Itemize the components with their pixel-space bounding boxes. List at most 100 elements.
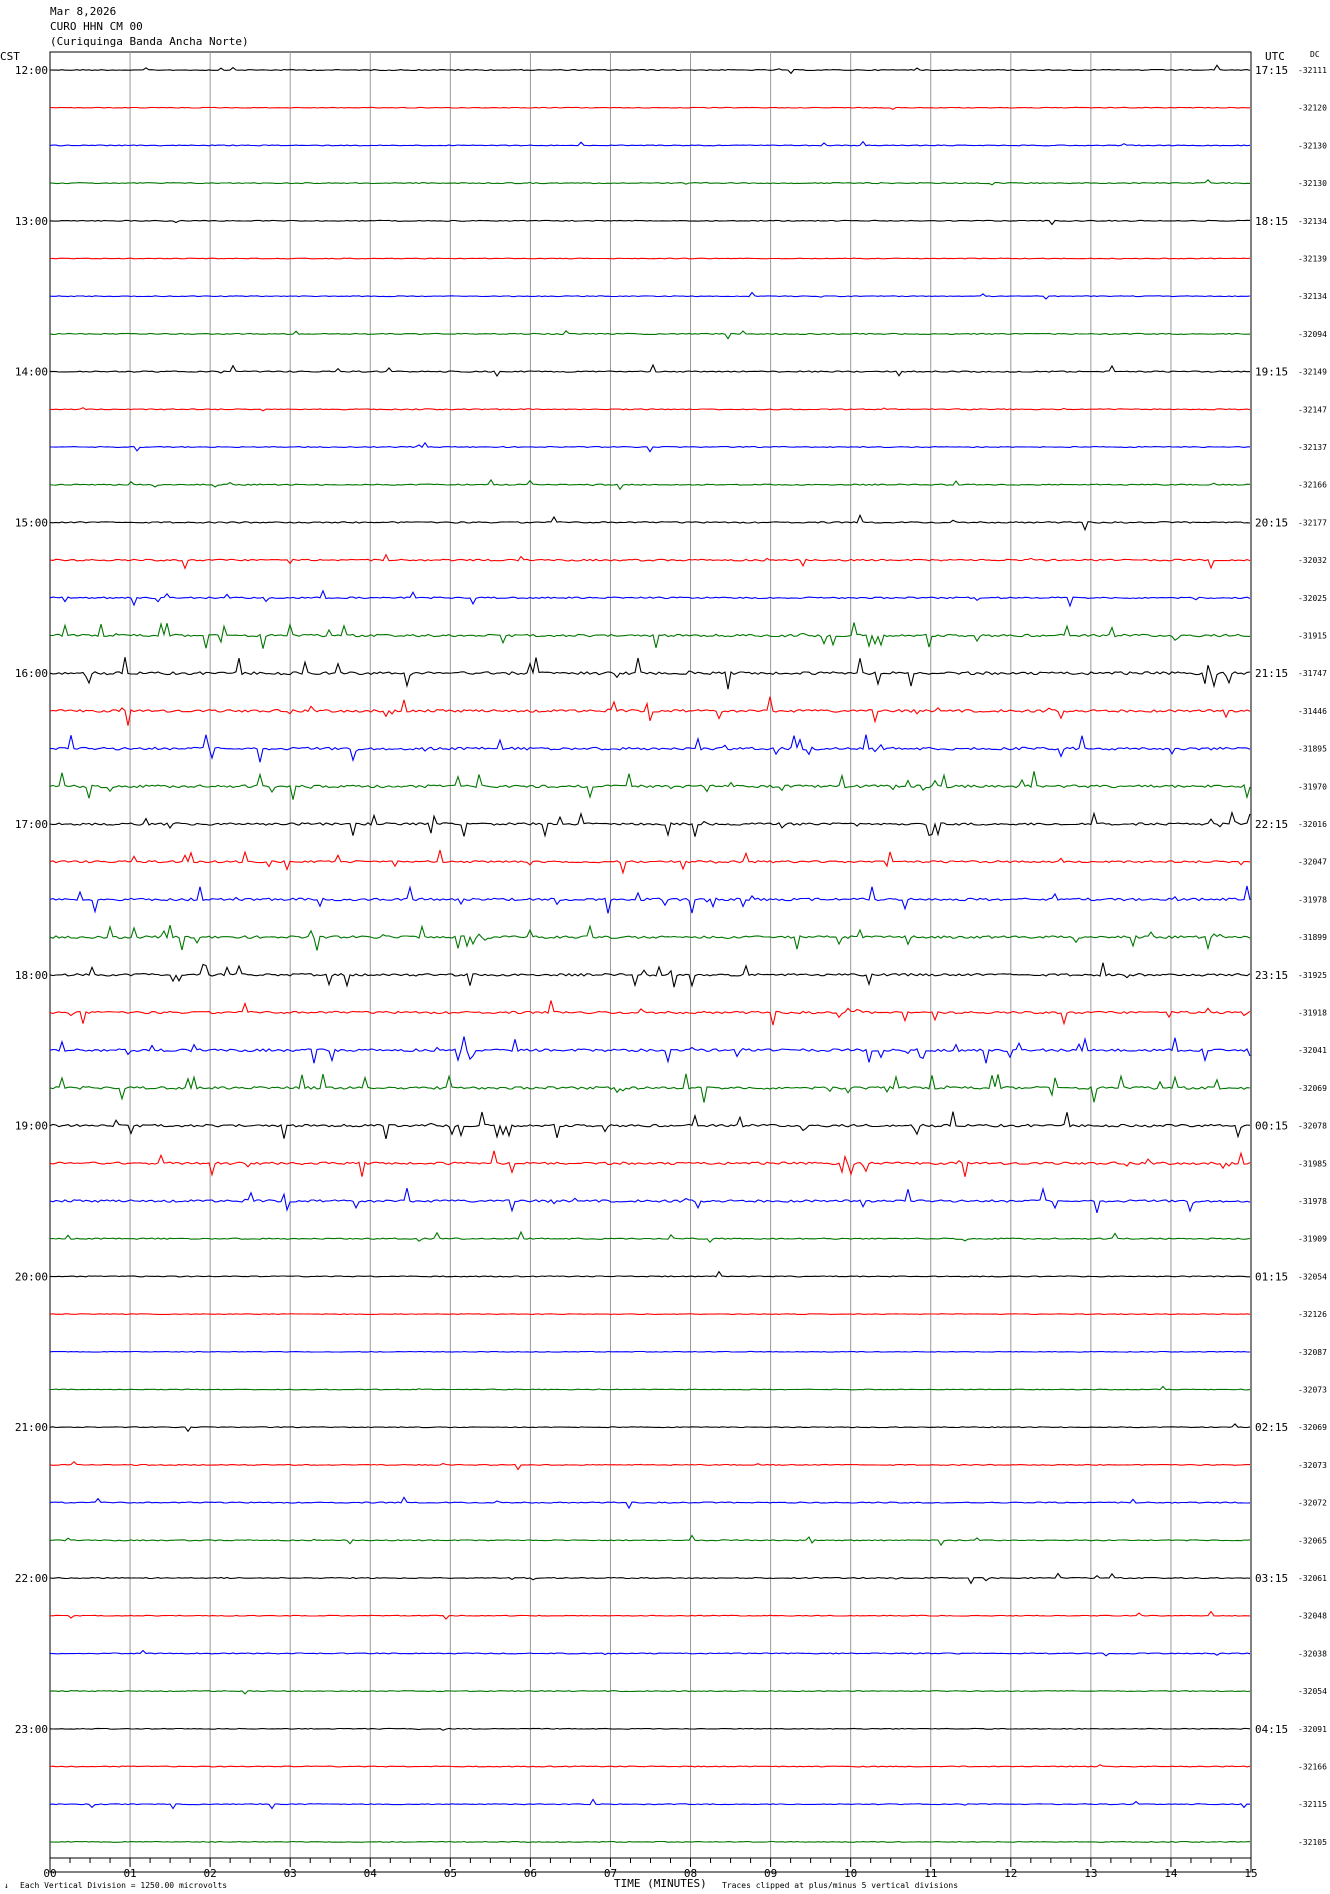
- left-hour-label: 23:00: [15, 1723, 48, 1736]
- x-tick-label: 01: [123, 1867, 136, 1880]
- dc-offset-label: -31925: [1298, 971, 1327, 980]
- trace-line: [49, 1460, 1250, 1471]
- trace-line: [49, 553, 1251, 570]
- right-hour-label: 17:15: [1255, 64, 1288, 77]
- trace-line: [49, 1036, 1251, 1064]
- trace-line: [49, 657, 1251, 690]
- right-hour-label: 19:15: [1255, 366, 1288, 379]
- trace-line: [49, 1610, 1251, 1620]
- trace-line: [49, 885, 1251, 914]
- left-hour-label: 13:00: [15, 215, 48, 228]
- dc-offset-label: -32061: [1298, 1574, 1327, 1583]
- dc-offset-label: -32094: [1298, 330, 1327, 339]
- dc-offset-label: -32120: [1298, 104, 1327, 113]
- dc-offset-label: -31747: [1298, 669, 1327, 678]
- x-tick-label: 02: [204, 1867, 217, 1880]
- trace-line: [49, 1840, 1250, 1843]
- trace-line: [50, 734, 1251, 763]
- dc-offset-label: -31978: [1298, 1197, 1327, 1206]
- x-axis-title: TIME (MINUTES): [614, 1877, 707, 1890]
- dc-offset-label: -31918: [1298, 1009, 1327, 1018]
- dc-offset-label: -32130: [1298, 141, 1327, 150]
- trace-line: [50, 179, 1251, 186]
- dc-offset-label: -32047: [1298, 858, 1327, 867]
- dc-label: DC: [1310, 50, 1320, 59]
- x-tick-label: 15: [1244, 1867, 1257, 1880]
- trace-line: [49, 1230, 1251, 1244]
- trace-line: [49, 1313, 1251, 1315]
- right-hour-label: 03:15: [1255, 1572, 1288, 1585]
- dc-offset-label: -32130: [1298, 179, 1327, 188]
- dc-offset-label: -32091: [1298, 1725, 1327, 1734]
- trace-line: [49, 64, 1251, 75]
- left-hour-label: 14:00: [15, 366, 48, 379]
- plot-frame: [49, 51, 1252, 1873]
- trace-line: [49, 696, 1251, 726]
- left-hour-label: 18:00: [15, 969, 48, 982]
- dc-offset-label: -31446: [1298, 707, 1327, 716]
- dc-offset-label: -32065: [1298, 1536, 1327, 1545]
- trace-line: [49, 140, 1251, 147]
- right-hour-label: 21:15: [1255, 667, 1288, 680]
- right-hour-label: 00:15: [1255, 1120, 1288, 1133]
- trace-line: [49, 1534, 1251, 1547]
- left-hour-label: 17:00: [15, 818, 48, 831]
- trace-line: [49, 1496, 1251, 1510]
- trace-line: [49, 589, 1251, 608]
- left-hour-label: 16:00: [15, 667, 48, 680]
- trace-line: [49, 962, 1251, 988]
- scale-note: Each Vertical Division = 1250.00 microvo…: [20, 1881, 227, 1890]
- trace-line: [49, 1798, 1251, 1810]
- dc-offset-label: -32149: [1298, 368, 1327, 377]
- x-tick-label: 10: [844, 1867, 857, 1880]
- trace-line: [49, 363, 1251, 378]
- trace-line: [49, 106, 1250, 111]
- trace-line: [49, 257, 1251, 260]
- left-hour-label: 21:00: [15, 1421, 48, 1434]
- header-station-name: (Curiquinga Banda Ancha Norte): [50, 35, 249, 48]
- x-tick-label: 07: [604, 1867, 617, 1880]
- dc-offset-label: -32139: [1298, 255, 1327, 264]
- right-hour-label: 22:15: [1255, 818, 1288, 831]
- trace-line: [49, 771, 1251, 800]
- left-hour-label: 19:00: [15, 1120, 48, 1133]
- trace-line: [49, 1186, 1251, 1214]
- dc-offset-label: -31970: [1298, 782, 1327, 791]
- left-hour-label: 22:00: [15, 1572, 48, 1585]
- trace-line: [49, 849, 1251, 875]
- x-tick-label: 14: [1164, 1867, 1178, 1880]
- dc-offset-label: -32025: [1298, 594, 1327, 603]
- dc-offset-label: -32177: [1298, 518, 1327, 527]
- trace-line: [49, 1423, 1251, 1433]
- trace-line: [49, 407, 1251, 412]
- trace-line: [49, 1727, 1251, 1731]
- right-hour-label: 01:15: [1255, 1270, 1288, 1283]
- dc-offset-label: -32069: [1298, 1084, 1327, 1093]
- trace-line: [49, 924, 1251, 951]
- trace-line: [49, 1649, 1251, 1657]
- dc-offset-label: -31915: [1298, 632, 1327, 641]
- trace-line: [49, 478, 1251, 491]
- footer-mark: ↓: [4, 1881, 9, 1890]
- dc-offset-label: -32032: [1298, 556, 1327, 565]
- trace-line: [49, 1764, 1251, 1768]
- trace-line: [49, 1572, 1251, 1585]
- dc-offset-label: -31978: [1298, 895, 1327, 904]
- label-layer: 12:00 17:15 -32111 -32120 -32130 -32130 13:00 1…: [15, 64, 1327, 1847]
- trace-line: [49, 513, 1251, 532]
- trace-line: [49, 219, 1251, 226]
- right-hour-label: 23:15: [1255, 969, 1288, 982]
- dc-offset-label: -32069: [1298, 1423, 1327, 1432]
- x-axis: 00 01 02 03 04 05 06 07 08 09 10 11 12 13 14 15: [43, 1857, 1258, 1880]
- trace-line: [49, 621, 1251, 649]
- left-hour-label: 20:00: [15, 1270, 48, 1283]
- x-tick-label: 12: [1004, 1867, 1017, 1880]
- trace-line: [50, 441, 1251, 453]
- right-hour-label: 20:15: [1255, 516, 1288, 529]
- right-hour-label: 02:15: [1255, 1421, 1288, 1434]
- dc-offset-label: -32041: [1298, 1046, 1327, 1055]
- dc-offset-label: -32115: [1298, 1800, 1327, 1809]
- dc-offset-label: -31985: [1298, 1159, 1327, 1168]
- x-tick-label: 03: [284, 1867, 297, 1880]
- x-tick-label: 06: [524, 1867, 537, 1880]
